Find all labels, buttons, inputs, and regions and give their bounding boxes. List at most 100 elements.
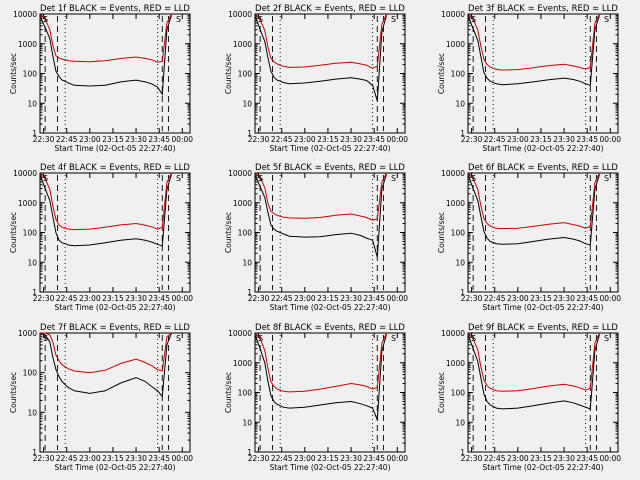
y-tick-label: 10000 — [13, 169, 37, 178]
series-line-events — [40, 332, 172, 398]
series-line-lld — [40, 332, 172, 374]
y-tick-label: 10000 — [441, 329, 465, 338]
x-axis-label: Start Time (02-Oct-05 22:27:40) — [482, 463, 603, 472]
y-tick-label: 1000 — [446, 199, 465, 208]
x-tick-label: 23:00 — [507, 454, 529, 463]
plot-frame — [467, 172, 619, 293]
x-tick-label: 23:00 — [294, 135, 316, 144]
series-line-events — [468, 174, 600, 246]
y-tick-label: 10 — [242, 418, 252, 427]
y-tick-label: 100 — [451, 389, 466, 398]
x-tick-label: 23:15 — [530, 454, 552, 463]
annotation-label: S — [176, 15, 181, 24]
x-tick-label: 00:00 — [599, 454, 621, 463]
x-tick-label: 23:45 — [148, 294, 170, 303]
x-tick-label: 23:30 — [340, 454, 362, 463]
series-line-lld — [468, 172, 600, 230]
x-tick-label: 23:15 — [530, 294, 552, 303]
x-tick-label: 22:30 — [461, 135, 483, 144]
panel-1: Det 1f BLACK = Events, RED = LLD 1 10 100 10… — [9, 4, 193, 153]
series-line-events — [468, 334, 600, 410]
x-axis-label: Start Time (02-Oct-05 22:27:40) — [269, 463, 390, 472]
x-tick-label: 23:00 — [79, 294, 101, 303]
y-axis-label: Counts/sec — [224, 372, 233, 413]
x-tick-label: 23:15 — [317, 135, 339, 144]
chart-title: Det 6f BLACK = Events, RED = LLD — [468, 163, 618, 173]
annotation-label: S — [176, 334, 181, 343]
x-tick-label: 00:00 — [599, 135, 621, 144]
x-tick-label: 22:45 — [56, 135, 78, 144]
x-axis-label: Start Time (02-Oct-05 22:27:40) — [269, 303, 390, 312]
chart-title: Det 9f BLACK = Events, RED = LLD — [468, 323, 618, 333]
panel-6: Det 6f BLACK = Events, RED = LLD 1 10 100 10… — [437, 163, 621, 312]
series-line-lld — [255, 332, 387, 393]
x-tick-label: 00:00 — [386, 135, 408, 144]
y-tick-label: 10000 — [228, 10, 252, 19]
x-tick-label: 23:15 — [102, 135, 124, 144]
y-tick-label: 1000 — [446, 40, 465, 49]
annotation-label: S — [471, 334, 476, 343]
chart-title: Det 5f BLACK = Events, RED = LLD — [255, 163, 405, 173]
x-tick-label: 22:30 — [33, 135, 55, 144]
annotation-label: S — [604, 174, 609, 183]
y-tick-label: 1 — [32, 288, 37, 297]
y-tick-label: 100 — [23, 70, 38, 79]
annotation-label: S — [43, 174, 48, 183]
series-line-lld — [468, 332, 600, 392]
x-tick-label: 23:00 — [294, 454, 316, 463]
series-line-lld — [255, 172, 387, 221]
x-tick-label: 23:30 — [125, 135, 147, 144]
y-tick-label: 1 — [460, 448, 465, 457]
y-axis-label: Counts/sec — [224, 212, 233, 253]
x-tick-label: 23:30 — [125, 454, 147, 463]
plot-frame — [254, 332, 406, 453]
x-tick-label: 23:30 — [553, 294, 575, 303]
annotation-label: S — [258, 15, 263, 24]
x-tick-label: 22:45 — [56, 294, 78, 303]
x-tick-label: 23:15 — [317, 454, 339, 463]
chart-title: Det 7f BLACK = Events, RED = LLD — [40, 323, 190, 333]
annotation-label: S — [391, 334, 396, 343]
annotation-label: S — [604, 334, 609, 343]
panel-3: Det 3f BLACK = Events, RED = LLD 1 10 100 10… — [437, 4, 621, 153]
x-tick-label: 23:15 — [102, 294, 124, 303]
plot-frame — [254, 13, 406, 134]
chart-title: Det 1f BLACK = Events, RED = LLD — [40, 4, 190, 14]
annotation-label: S — [43, 15, 48, 24]
annotation-label: S — [471, 15, 476, 24]
x-tick-label: 00:00 — [171, 135, 193, 144]
x-tick-label: 22:45 — [484, 135, 506, 144]
annotation-label: S — [258, 174, 263, 183]
x-tick-label: 22:45 — [484, 454, 506, 463]
annotation-label: S — [391, 174, 396, 183]
y-axis-label: Counts/sec — [224, 53, 233, 94]
y-axis-label: Counts/sec — [437, 212, 446, 253]
y-tick-label: 1000 — [233, 359, 252, 368]
y-tick-label: 10000 — [441, 10, 465, 19]
panel-5: Det 5f BLACK = Events, RED = LLD 1 10 100 10… — [224, 163, 408, 312]
x-tick-label: 23:30 — [340, 294, 362, 303]
panel-9: Det 9f BLACK = Events, RED = LLD 1 10 100 10… — [437, 323, 621, 472]
x-axis-label: Start Time (02-Oct-05 22:27:40) — [54, 303, 175, 312]
y-tick-label: 1000 — [18, 329, 37, 338]
y-tick-label: 10 — [27, 99, 37, 108]
y-tick-label: 10000 — [228, 169, 252, 178]
series-line-lld — [468, 13, 600, 71]
y-tick-label: 1 — [460, 129, 465, 138]
x-tick-label: 22:45 — [271, 294, 293, 303]
x-tick-label: 23:45 — [576, 294, 598, 303]
y-tick-label: 100 — [238, 70, 253, 79]
plot-frame — [39, 332, 191, 453]
x-tick-label: 00:00 — [599, 294, 621, 303]
chart-title: Det 3f BLACK = Events, RED = LLD — [468, 4, 618, 14]
x-tick-label: 22:30 — [248, 135, 270, 144]
x-tick-label: 23:45 — [576, 454, 598, 463]
y-tick-label: 10 — [27, 408, 37, 417]
x-tick-label: 23:15 — [317, 294, 339, 303]
y-tick-label: 100 — [238, 389, 253, 398]
y-tick-label: 10 — [242, 258, 252, 267]
annotation-label: S — [258, 334, 263, 343]
series-line-events — [255, 174, 387, 258]
x-tick-label: 23:00 — [294, 294, 316, 303]
